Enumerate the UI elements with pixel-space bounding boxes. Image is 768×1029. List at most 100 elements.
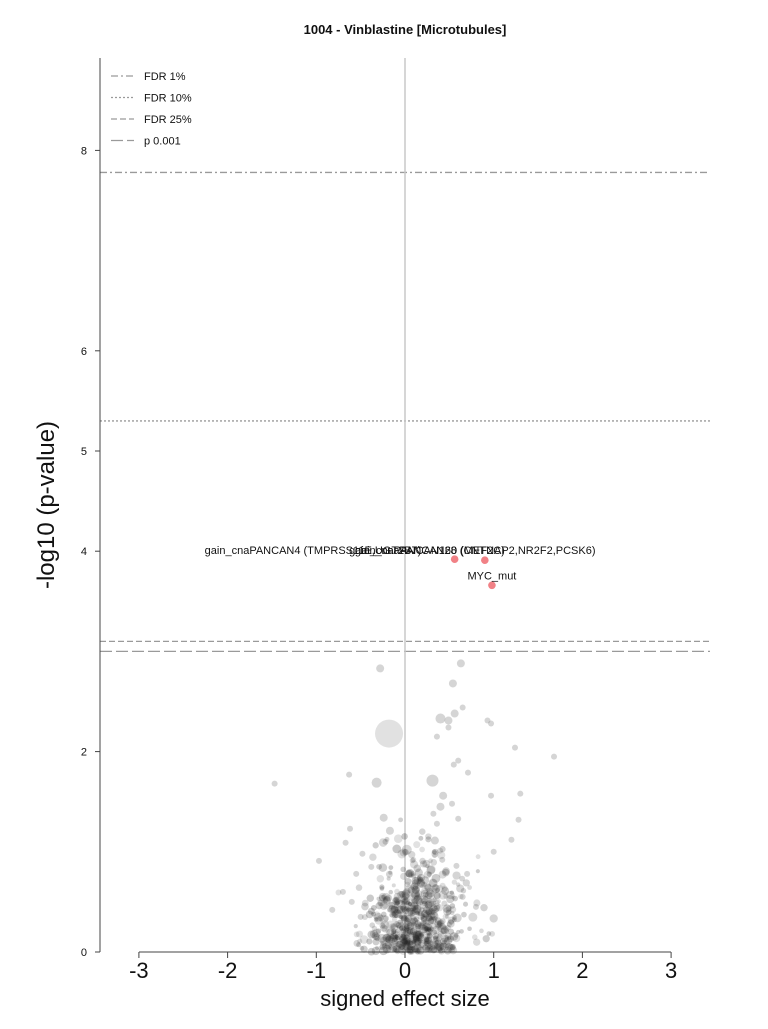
data-point <box>408 932 417 940</box>
data-point <box>428 907 435 915</box>
data-point <box>475 869 480 874</box>
data-point <box>393 909 400 915</box>
data-point <box>399 915 404 920</box>
data-point <box>461 911 467 918</box>
data-point <box>414 947 422 955</box>
data-point <box>426 927 432 932</box>
data-point <box>391 928 397 934</box>
background-points <box>271 659 558 938</box>
data-point <box>473 938 481 946</box>
data-point <box>401 889 411 899</box>
data-point <box>424 901 433 909</box>
data-point <box>438 870 447 879</box>
data-point <box>482 935 490 943</box>
data-point <box>367 930 376 939</box>
data-point <box>459 929 464 934</box>
data-point <box>415 935 422 942</box>
data-point <box>416 878 425 887</box>
data-point <box>426 871 433 877</box>
data-point <box>392 844 402 854</box>
data-point <box>404 933 409 939</box>
data-point <box>426 914 433 922</box>
data-point <box>456 884 465 893</box>
data-point <box>427 947 433 954</box>
data-point <box>425 833 432 840</box>
data-point <box>400 914 408 922</box>
data-point <box>394 933 402 941</box>
data-point <box>394 937 402 945</box>
data-point <box>434 916 441 924</box>
data-point <box>405 870 414 878</box>
data-point <box>396 909 402 915</box>
data-point <box>422 859 431 868</box>
data-point <box>404 940 410 947</box>
data-point <box>428 909 438 919</box>
data-point <box>417 873 426 882</box>
data-point <box>400 931 410 940</box>
data-point <box>405 918 410 923</box>
data-point <box>385 932 395 942</box>
data-point <box>404 924 410 930</box>
highlighted-point <box>450 555 459 564</box>
data-point <box>401 844 412 855</box>
data-point <box>378 945 383 951</box>
data-point <box>421 909 430 918</box>
x-tick-label: -3 <box>129 958 149 983</box>
data-point <box>436 921 443 928</box>
data-point <box>394 948 399 953</box>
data-point <box>404 881 411 888</box>
y-tick-label: 6 <box>81 346 87 358</box>
data-point <box>400 934 407 940</box>
data-point <box>414 868 423 877</box>
data-point <box>411 890 421 900</box>
data-point <box>374 916 383 925</box>
data-point <box>430 904 438 912</box>
data-point <box>404 905 410 911</box>
data-point <box>401 893 406 899</box>
y-tick-label: 5 <box>81 446 87 458</box>
data-point <box>386 907 392 913</box>
data-point <box>409 904 417 912</box>
data-point <box>392 909 402 919</box>
data-point <box>410 860 419 869</box>
data-point <box>376 874 385 883</box>
data-point <box>393 892 402 901</box>
data-point <box>439 856 446 863</box>
data-point <box>423 940 430 946</box>
data-point <box>424 937 430 943</box>
data-point <box>439 791 448 800</box>
data-point <box>425 909 432 916</box>
data-point <box>440 925 449 935</box>
data-point <box>458 893 464 900</box>
data-point <box>409 927 418 935</box>
data-point <box>398 911 408 920</box>
data-point <box>397 946 405 954</box>
data-point <box>443 907 452 916</box>
data-point <box>429 878 438 888</box>
point-label: gain_cnaPANCAN160 (MEF2C) <box>349 545 505 557</box>
data-point <box>425 899 434 908</box>
data-point <box>435 713 446 724</box>
data-point <box>359 935 369 944</box>
data-point <box>400 872 408 881</box>
data-point <box>391 916 397 922</box>
data-point <box>415 910 420 916</box>
data-point <box>402 848 409 856</box>
data-point <box>382 944 392 954</box>
data-point <box>395 940 405 950</box>
legend-label: FDR 1% <box>144 71 186 83</box>
data-point <box>400 945 405 950</box>
data-point <box>405 884 415 894</box>
data-point <box>408 894 416 902</box>
data-point <box>421 936 430 945</box>
data-point <box>417 938 423 944</box>
data-point <box>405 947 411 954</box>
data-point <box>348 898 355 905</box>
data-point <box>472 903 479 910</box>
data-point <box>428 858 433 864</box>
data-point <box>406 929 412 934</box>
data-point <box>418 932 425 939</box>
data-point <box>426 926 432 932</box>
data-point <box>356 942 362 948</box>
